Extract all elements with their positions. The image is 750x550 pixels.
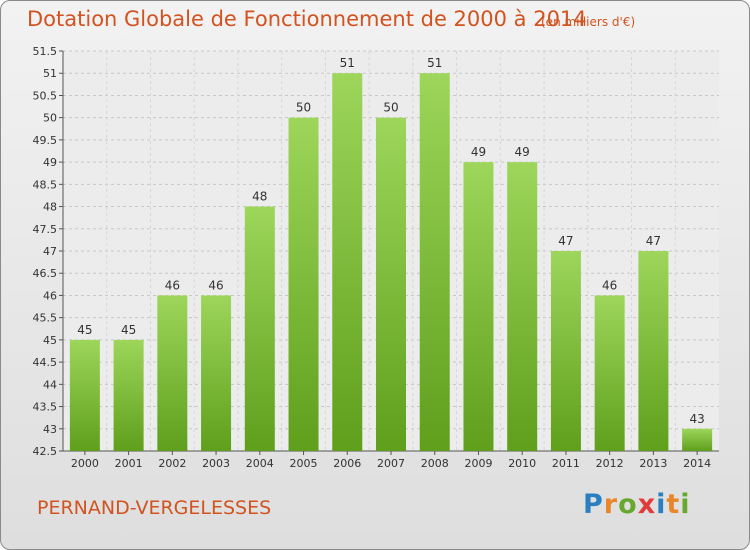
x-tick-label: 2008 [421, 457, 449, 470]
bar [332, 73, 363, 451]
y-tick-label: 43.5 [33, 401, 58, 414]
x-tick-label: 2001 [115, 457, 143, 470]
data-label: 49 [515, 145, 530, 159]
y-tick-label: 45 [43, 334, 57, 347]
bar [507, 162, 538, 451]
y-tick-label: 50.5 [33, 89, 58, 102]
y-tick-label: 47.5 [33, 223, 58, 236]
logo-letter: t [666, 489, 681, 520]
y-tick-label: 42.5 [33, 445, 58, 458]
data-label: 46 [165, 278, 180, 292]
data-label: 49 [471, 145, 486, 159]
y-tick-label: 49.5 [33, 134, 58, 147]
bar [638, 251, 669, 451]
bar [244, 206, 275, 451]
x-tick-label: 2007 [377, 457, 405, 470]
bar [288, 117, 319, 452]
x-tick-label: 2000 [71, 457, 99, 470]
bar [157, 295, 188, 451]
bar [682, 428, 713, 451]
x-tick-label: 2011 [552, 457, 580, 470]
logo-letter: i [656, 489, 667, 520]
data-label: 45 [121, 323, 136, 337]
x-tick-label: 2002 [158, 457, 186, 470]
data-label: 46 [602, 278, 617, 292]
x-tick-label: 2006 [333, 457, 361, 470]
chart-subtitle: (en milliers d'€) [541, 15, 636, 29]
y-tick-label: 44.5 [33, 356, 58, 369]
logo-letter: r [603, 489, 619, 520]
y-tick-label: 46.5 [33, 267, 58, 280]
bar [113, 339, 144, 451]
y-tick-label: 43 [43, 423, 57, 436]
x-tick-label: 2013 [639, 457, 667, 470]
data-label: 48 [252, 190, 267, 204]
chart-title: Dotation Globale de Fonctionnement de 20… [27, 7, 587, 31]
logo-letter: o [618, 489, 638, 520]
x-tick-label: 2010 [508, 457, 536, 470]
proxiti-logo[interactable]: Proxiti [583, 489, 691, 520]
x-tick-label: 2009 [464, 457, 492, 470]
bar [594, 295, 625, 451]
data-label: 46 [208, 278, 223, 292]
y-tick-label: 49 [43, 156, 57, 169]
y-tick-label: 51 [43, 67, 57, 80]
data-label: 51 [427, 56, 442, 70]
data-label: 47 [646, 234, 661, 248]
x-tick-label: 2014 [683, 457, 711, 470]
data-label: 47 [558, 234, 573, 248]
y-tick-label: 51.5 [33, 45, 58, 58]
y-tick-label: 44 [43, 378, 57, 391]
bar [69, 339, 100, 451]
y-tick-label: 46 [43, 289, 57, 302]
bar [419, 73, 450, 451]
bar [376, 117, 406, 452]
data-label: 43 [689, 412, 704, 426]
x-tick-label: 2004 [246, 457, 274, 470]
data-label: 51 [340, 56, 355, 70]
logo-letter: P [583, 489, 604, 520]
data-label: 45 [77, 323, 92, 337]
x-tick-label: 2005 [290, 457, 318, 470]
data-label: 50 [296, 101, 311, 115]
x-tick-label: 2012 [596, 457, 624, 470]
bar [463, 162, 494, 451]
data-label: 50 [383, 101, 398, 115]
logo-letter: i [680, 489, 691, 520]
bar [201, 295, 232, 451]
logo-letter: x [637, 489, 657, 520]
y-tick-label: 47 [43, 245, 57, 258]
y-tick-label: 50 [43, 112, 57, 125]
y-tick-label: 48 [43, 201, 57, 214]
y-tick-label: 45.5 [33, 312, 58, 325]
x-tick-label: 2003 [202, 457, 230, 470]
bar [550, 251, 581, 451]
commune-name: PERNAND-VERGELESSES [37, 497, 272, 519]
y-tick-label: 48.5 [33, 178, 58, 191]
